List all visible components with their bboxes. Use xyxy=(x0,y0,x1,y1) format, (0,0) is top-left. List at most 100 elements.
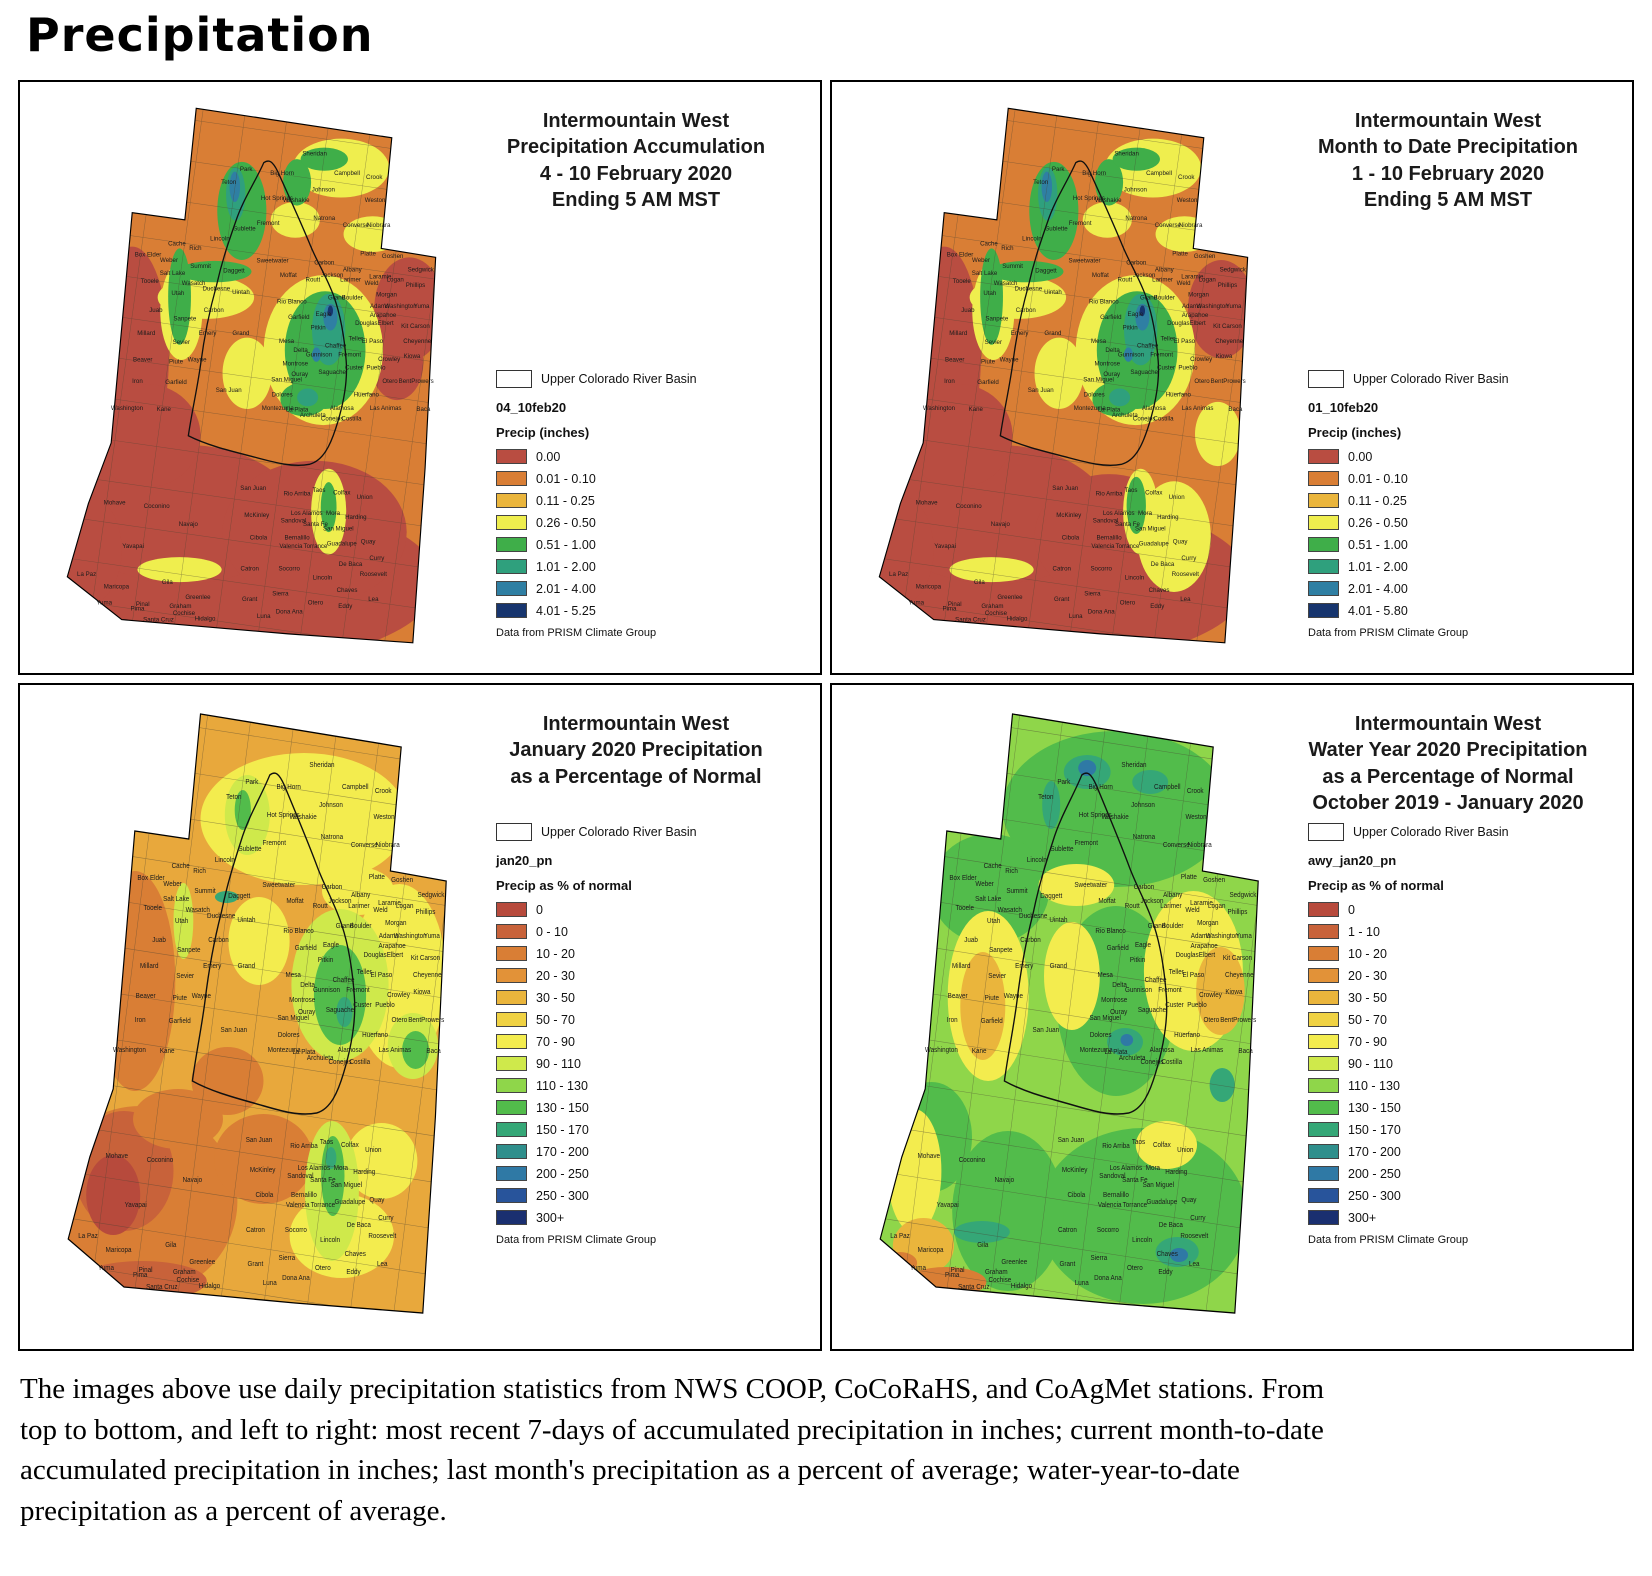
svg-text:Goshen: Goshen xyxy=(382,253,404,260)
svg-text:Pitkin: Pitkin xyxy=(311,325,327,332)
svg-text:Navajo: Navajo xyxy=(179,521,199,528)
svg-text:Crowley: Crowley xyxy=(1199,992,1222,999)
svg-text:Pueblo: Pueblo xyxy=(1187,1002,1207,1009)
legend-label: 0 - 10 xyxy=(536,924,568,939)
svg-text:Santa Fe: Santa Fe xyxy=(1115,521,1140,528)
svg-text:Carbon: Carbon xyxy=(1020,937,1041,944)
svg-text:Gunnison: Gunnison xyxy=(1125,987,1152,994)
legend-swatch xyxy=(1308,946,1339,961)
svg-text:Sierra: Sierra xyxy=(279,1255,296,1262)
svg-text:Chaves: Chaves xyxy=(1149,587,1170,594)
svg-text:Daggett: Daggett xyxy=(228,893,250,900)
svg-text:Washington: Washington xyxy=(1196,303,1229,310)
svg-text:Wayne: Wayne xyxy=(188,357,207,364)
legend-item: 0.51 - 1.00 xyxy=(1308,537,1620,552)
state-outline xyxy=(67,713,447,1314)
svg-text:Boulder: Boulder xyxy=(342,294,363,301)
svg-text:Otero: Otero xyxy=(1120,599,1136,606)
svg-text:Bernalillo: Bernalillo xyxy=(1103,1192,1129,1199)
legend-item: 1.01 - 2.00 xyxy=(1308,559,1620,574)
svg-text:Kiowa: Kiowa xyxy=(413,989,430,996)
svg-text:Jackson: Jackson xyxy=(321,272,344,279)
svg-text:Juab: Juab xyxy=(149,307,163,314)
map-title-line: January 2020 Precipitation xyxy=(509,739,763,762)
svg-text:Laramie: Laramie xyxy=(1181,274,1204,281)
svg-text:Otero: Otero xyxy=(1204,1017,1220,1024)
legend-label: 30 - 50 xyxy=(1348,990,1387,1005)
svg-text:Duchesne: Duchesne xyxy=(1019,913,1048,920)
svg-text:Yavapai: Yavapai xyxy=(934,543,956,550)
svg-text:Otero: Otero xyxy=(1127,1265,1143,1272)
svg-text:Iron: Iron xyxy=(132,378,143,385)
source-note: Data from PRISM Climate Group xyxy=(496,1234,657,1246)
svg-text:Fremont: Fremont xyxy=(346,987,370,994)
svg-text:Quay: Quay xyxy=(1173,539,1189,546)
legend-swatch xyxy=(496,515,527,530)
legend-label: 70 - 90 xyxy=(536,1034,575,1049)
svg-text:Taos: Taos xyxy=(320,1139,334,1146)
legend-label: 150 - 170 xyxy=(536,1122,589,1137)
legend-swatch xyxy=(1308,968,1339,983)
svg-text:Crowley: Crowley xyxy=(387,992,410,999)
map-panel-month-to-date: Park Big Horn Sheridan Crook Campbell Johnson… xyxy=(830,80,1634,675)
svg-text:Cache: Cache xyxy=(984,863,1002,870)
legend-item: 0.11 - 0.25 xyxy=(1308,493,1620,508)
svg-text:Sierra: Sierra xyxy=(1084,590,1101,597)
legend-item: 30 - 50 xyxy=(1308,990,1620,1005)
legend-swatch xyxy=(1308,1078,1339,1093)
svg-text:Rich: Rich xyxy=(1005,868,1018,875)
svg-text:Cochise: Cochise xyxy=(985,610,1008,617)
svg-text:El Paso: El Paso xyxy=(362,338,384,345)
basin-legend-row: Upper Colorado River Basin xyxy=(496,370,808,388)
svg-text:Eagle: Eagle xyxy=(323,942,339,949)
svg-text:Gila: Gila xyxy=(974,579,985,586)
svg-text:La Paz: La Paz xyxy=(890,1233,910,1240)
svg-text:Boulder: Boulder xyxy=(1162,923,1184,930)
svg-text:De Baca: De Baca xyxy=(339,561,363,568)
svg-text:Maricopa: Maricopa xyxy=(916,583,942,590)
svg-text:La Plata: La Plata xyxy=(1104,1049,1127,1056)
svg-text:Union: Union xyxy=(1169,494,1186,501)
svg-text:Larimer: Larimer xyxy=(1152,276,1173,283)
svg-text:Pueblo: Pueblo xyxy=(366,365,386,372)
svg-text:Kit Carson: Kit Carson xyxy=(1223,955,1253,962)
svg-text:Cibola: Cibola xyxy=(1062,534,1080,541)
svg-text:Socorro: Socorro xyxy=(1097,1227,1119,1234)
svg-text:Piute: Piute xyxy=(173,995,188,1002)
svg-text:Adams: Adams xyxy=(379,933,399,940)
layer-name: 04_10feb20 xyxy=(496,400,567,415)
svg-text:Sandoval: Sandoval xyxy=(1099,1173,1126,1180)
svg-text:Rich: Rich xyxy=(193,868,206,875)
svg-text:Pitkin: Pitkin xyxy=(1130,957,1146,964)
svg-text:San Juan: San Juan xyxy=(246,1137,273,1144)
svg-text:Carbon: Carbon xyxy=(1126,259,1147,266)
svg-text:Socorro: Socorro xyxy=(278,565,300,572)
map-title-line: Ending 5 AM MST xyxy=(1363,189,1533,212)
map-title: Intermountain West January 2020 Precipita… xyxy=(468,711,804,790)
svg-text:Crook: Crook xyxy=(1178,174,1195,181)
svg-text:Hidalgo: Hidalgo xyxy=(1011,1283,1033,1290)
svg-text:De Baca: De Baca xyxy=(1159,1222,1183,1229)
svg-text:Wasatch: Wasatch xyxy=(186,907,210,914)
svg-text:Valencia: Valencia xyxy=(1091,543,1115,550)
svg-text:Fremont: Fremont xyxy=(257,220,280,227)
svg-text:Summit: Summit xyxy=(190,263,211,270)
svg-text:Rich: Rich xyxy=(189,245,202,252)
svg-text:Big Horn: Big Horn xyxy=(1082,170,1106,177)
svg-text:Eddy: Eddy xyxy=(346,1269,361,1276)
svg-text:Coconino: Coconino xyxy=(956,503,982,510)
layer-name: awy_jan20_pn xyxy=(1308,853,1397,868)
svg-text:Grand: Grand xyxy=(1044,330,1062,337)
svg-text:Curry: Curry xyxy=(1190,1215,1206,1222)
legend-swatch xyxy=(1308,1144,1339,1159)
svg-text:Emery: Emery xyxy=(1015,963,1034,970)
map-title-line: Intermountain West xyxy=(1354,713,1542,735)
source-note: Data from PRISM Climate Group xyxy=(1308,1234,1469,1246)
legend-label: 170 - 200 xyxy=(536,1144,589,1159)
svg-text:Yuma: Yuma xyxy=(414,303,430,310)
svg-text:Sheridan: Sheridan xyxy=(1121,762,1146,769)
svg-text:Santa Cruz: Santa Cruz xyxy=(958,1284,989,1291)
map-title-line: Intermountain West xyxy=(542,713,730,735)
legend-label: 0.11 - 0.25 xyxy=(536,493,595,508)
svg-text:Washakie: Washakie xyxy=(1095,197,1122,204)
